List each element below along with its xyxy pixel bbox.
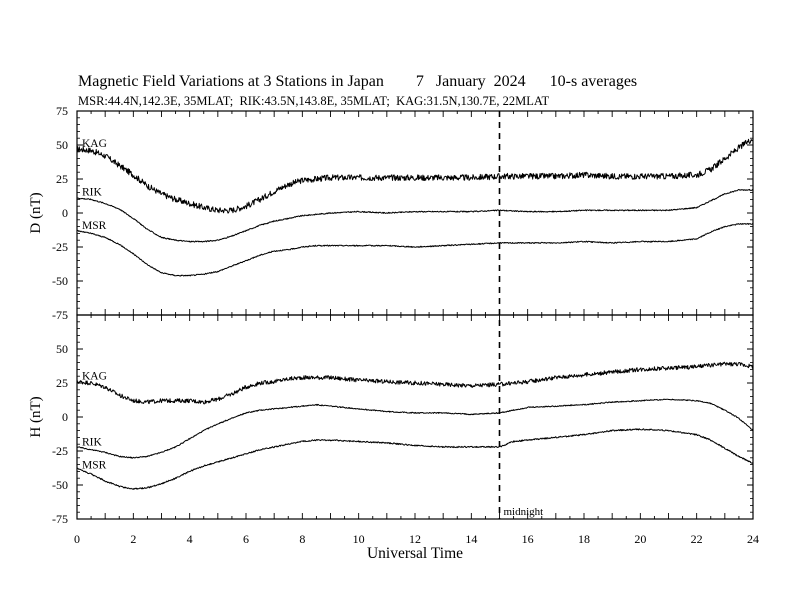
series-label-rik: RIK (82, 436, 103, 448)
series-line-kag-H (76, 361, 754, 405)
series-line-rik-H (76, 398, 754, 459)
y-tick-label: -50 (52, 274, 68, 288)
x-tick-label: 2 (130, 532, 136, 546)
panel-frame-H (76, 314, 754, 520)
x-tick-label: 6 (243, 532, 249, 546)
y-tick-label: -75 (52, 512, 68, 526)
y-tick-label: 50 (56, 342, 68, 356)
chart-title: Magnetic Field Variations at 3 Stations … (78, 73, 638, 90)
y-tick-label: -50 (52, 478, 68, 492)
x-tick-label: 12 (409, 532, 421, 546)
x-tick-label: 8 (299, 532, 305, 546)
series-label-msr: MSR (82, 220, 107, 232)
y-tick-label: -25 (52, 444, 68, 458)
chart-subtitle: MSR:44.4N,142.3E, 35MLAT; RIK:43.5N,143.… (78, 94, 550, 108)
y-axis-label: H (nT) (28, 396, 44, 437)
series-line-msr-H (76, 428, 754, 490)
x-axis-label: Universal Time (367, 545, 463, 562)
x-tick-label: 22 (691, 532, 703, 546)
y-tick-label: 50 (56, 138, 68, 152)
x-tick-label: 4 (187, 532, 193, 546)
x-tick-label: 18 (578, 532, 590, 546)
x-tick-label: 20 (634, 532, 646, 546)
series-label-msr: MSR (82, 459, 107, 471)
y-tick-label: -75 (52, 308, 68, 322)
series-line-kag-D (76, 138, 754, 214)
y-axis-label: D (nT) (28, 192, 44, 233)
panel-frame-D (76, 110, 754, 316)
series-label-kag: KAG (82, 138, 107, 150)
x-tick-label: 14 (465, 532, 477, 546)
y-tick-label: -25 (52, 240, 68, 254)
x-tick-label: 0 (74, 532, 80, 546)
x-tick-label: 16 (522, 532, 534, 546)
y-tick-label: 25 (56, 172, 68, 186)
midnight-annotation: midnight (504, 506, 544, 518)
y-tick-label: 75 (56, 104, 68, 118)
x-tick-label: 10 (353, 532, 365, 546)
series-label-rik: RIK (82, 187, 103, 199)
series-line-rik-D (76, 188, 754, 243)
y-tick-label: 0 (62, 410, 68, 424)
y-tick-label: 25 (56, 376, 68, 390)
y-tick-label: 0 (62, 206, 68, 220)
series-line-msr-D (76, 222, 754, 277)
series-label-kag: KAG (82, 370, 107, 382)
x-tick-label: 24 (747, 532, 759, 546)
